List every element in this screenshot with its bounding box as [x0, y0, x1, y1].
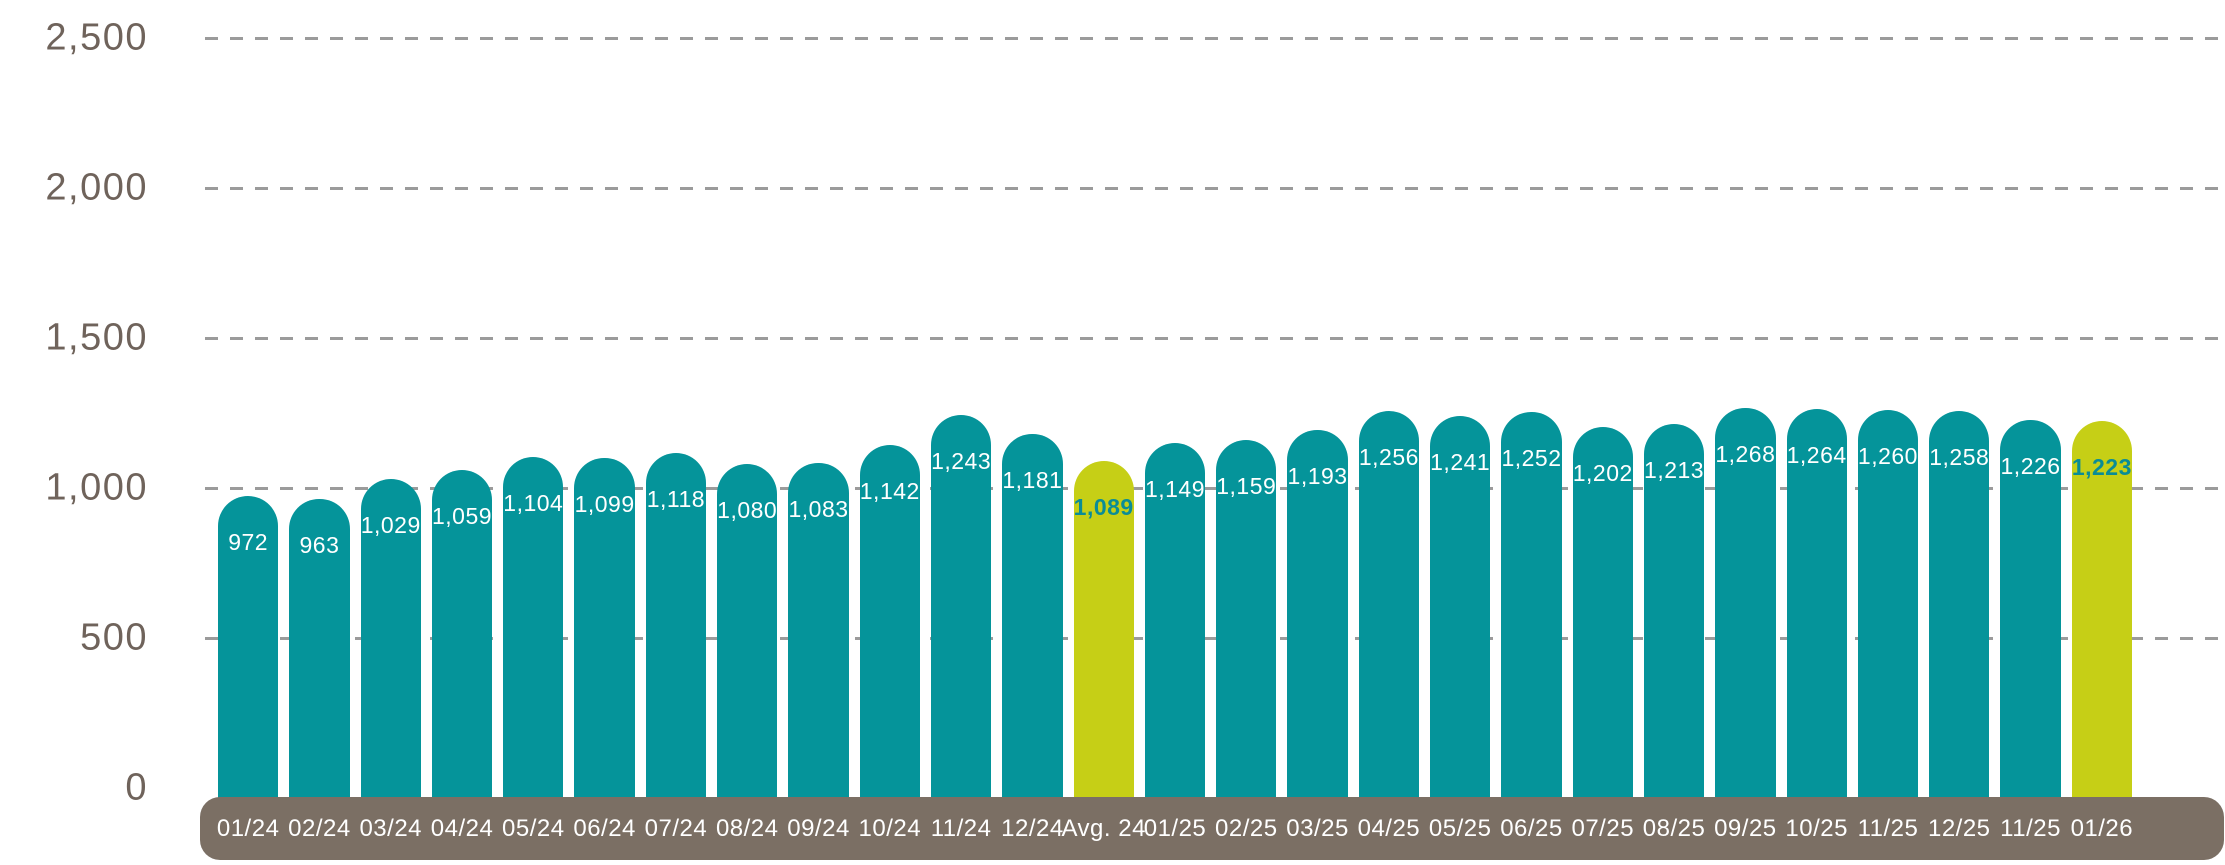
x-axis-label: 02/24: [288, 815, 351, 842]
bar-value-label: 1,260: [1857, 443, 1918, 469]
x-axis-label: 09/25: [1714, 815, 1777, 842]
x-axis-label: 04/25: [1357, 815, 1421, 842]
bar-06-24: 1,099: [574, 458, 635, 798]
bar-11-24: 1,243: [930, 415, 992, 798]
bar-04-25: 1,256: [1358, 411, 1420, 798]
bar-10-24: 1,142: [859, 445, 920, 798]
bar-value-label: 1,226: [2000, 453, 2061, 480]
x-axis-strip: 01/24 02/24 03/24 04/24 05/24 06/24 07/24 08/24…: [200, 797, 2224, 860]
bar-09-25: 1,268: [1715, 407, 1776, 798]
bar-value-label: 1,029: [360, 512, 421, 539]
y-axis-tick-label: 1,500: [45, 316, 148, 359]
bar-value-label: 1,268: [1715, 440, 1776, 467]
bar-09-24: 1,083: [788, 463, 849, 798]
x-axis-label: 08/25: [1642, 815, 1706, 842]
bar-08-24: 1,080: [717, 464, 778, 798]
x-axis-label: 01/24: [216, 815, 280, 842]
x-axis-label: 11/25: [1857, 815, 1919, 842]
bar-value-label: 1,193: [1287, 463, 1348, 490]
x-axis-label: 12/25: [1927, 815, 1991, 842]
x-axis-label: 08/24: [715, 815, 779, 842]
x-axis-label: Avg. 24: [1061, 815, 1146, 842]
x-axis-label: 02/25: [1215, 815, 1278, 842]
x-axis-label: 05/25: [1428, 815, 1492, 842]
x-axis-label: 01/26: [2070, 815, 2134, 842]
y-axis-tick-label: 1,000: [45, 466, 148, 509]
bar-avg-24: 1,089: [1073, 461, 1134, 798]
bar-value-label: 1,241: [1430, 448, 1491, 475]
x-axis-label: 03/25: [1286, 815, 1349, 842]
bar-value-label: 1,083: [788, 496, 849, 523]
bar-value-label: 1,252: [1501, 445, 1562, 472]
bar-value-label: 1,080: [717, 497, 778, 523]
bar-07-24: 1,118: [645, 452, 707, 798]
bar-value-label: 1,202: [1572, 460, 1633, 487]
bar-value-label: 1,181: [1002, 466, 1063, 493]
x-axis-label: 04/24: [430, 815, 494, 842]
x-axis-label: 06/24: [573, 815, 636, 842]
bar-01-25: 1,149: [1144, 443, 1206, 798]
bar-11-25-2: 1,226: [2000, 420, 2061, 798]
x-axis-label: 11/25: [2000, 815, 2061, 842]
bar-12-25: 1,258: [1929, 410, 1990, 798]
bar-12-24: 1,181: [1002, 433, 1063, 798]
x-axis-label: 12/24: [1001, 815, 1064, 842]
y-axis-tick-label: 500: [80, 616, 148, 659]
bar-value-label: 1,213: [1644, 457, 1705, 484]
bar-value-label: 1,089: [1073, 494, 1134, 521]
bar-value-label: 1,243: [931, 448, 992, 475]
gridline: [205, 36, 2225, 40]
gridline: [205, 336, 2225, 340]
x-axis-label: 09/24: [787, 815, 850, 842]
x-axis-label: 06/25: [1500, 815, 1563, 842]
gridline: [205, 636, 2225, 640]
x-axis-label: 03/24: [359, 815, 423, 842]
bar-value-label: 1,142: [859, 478, 920, 505]
bar-value-label: 1,118: [646, 485, 706, 512]
bar-value-label: 1,258: [1929, 443, 1990, 470]
y-axis-tick-label: 0: [125, 766, 148, 809]
gridline: [205, 486, 2225, 490]
bar-06-25: 1,252: [1501, 412, 1562, 798]
bar-value-label: 1,149: [1144, 476, 1206, 503]
bar-value-label: 1,256: [1358, 444, 1419, 471]
bar-value-label: 963: [299, 532, 340, 559]
y-axis-tick-label: 2,500: [45, 16, 148, 59]
bar-value-label: 1,104: [503, 489, 564, 516]
bar-05-25: 1,241: [1430, 415, 1491, 798]
bar-08-25: 1,213: [1643, 424, 1705, 798]
bar-04-24: 1,059: [431, 470, 493, 798]
bar-value-label: 1,059: [431, 503, 493, 530]
x-axis-label: 10/25: [1785, 815, 1848, 842]
bar-01-24: 972: [218, 496, 279, 798]
bar-value-label: 972: [228, 529, 269, 556]
bar-02-24: 963: [289, 499, 350, 798]
gridline: [205, 186, 2225, 190]
x-axis-label: 07/24: [644, 815, 708, 842]
bar-value-label: 1,159: [1216, 473, 1277, 500]
bar-value-label: 1,099: [574, 491, 635, 518]
bar-value-label: 1,264: [1786, 441, 1847, 468]
x-axis-label: 10/24: [858, 815, 922, 842]
bar-11-25: 1,260: [1857, 410, 1919, 798]
bar-03-24: 1,029: [360, 479, 421, 798]
y-axis-tick-label: 2,000: [45, 166, 148, 209]
bar-10-25: 1,264: [1786, 408, 1847, 798]
bar-07-25: 1,202: [1572, 427, 1633, 798]
x-axis-label: 05/24: [502, 815, 565, 842]
x-axis-label: 01/25: [1143, 815, 1207, 842]
x-axis-label: 07/25: [1571, 815, 1635, 842]
y-axis-labels: 0 500 1,000 1,500 2,000 2,500: [0, 0, 148, 865]
bar-05-24: 1,104: [503, 456, 564, 798]
x-axis-label: 11/24: [930, 815, 992, 842]
bar-03-25: 1,193: [1287, 430, 1348, 798]
bar-01-26: 1,223: [2071, 421, 2132, 798]
bar-value-label: 1,223: [2071, 454, 2132, 481]
bar-02-25: 1,159: [1216, 440, 1277, 798]
